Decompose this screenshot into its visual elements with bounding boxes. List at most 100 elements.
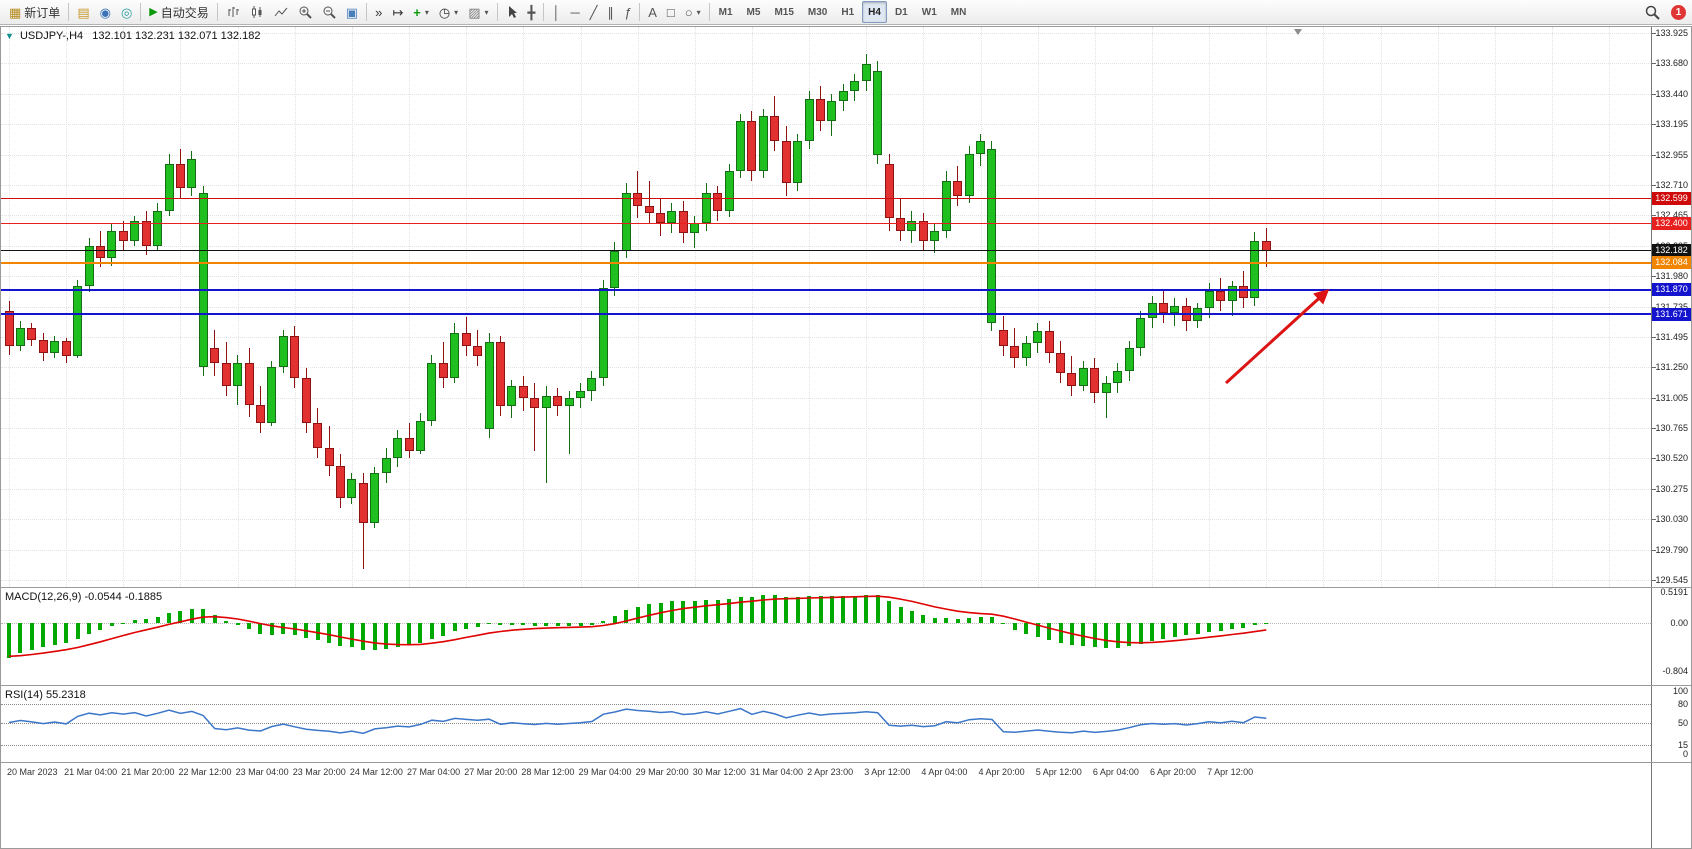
candle <box>781 141 791 184</box>
fibonacci-button[interactable]: ƒ <box>619 1 636 23</box>
macd-histogram-bar <box>704 600 709 623</box>
crosshair-button[interactable]: ╋ <box>523 1 541 23</box>
grid-line-horizontal <box>1 549 1651 551</box>
new-order-button[interactable]: ▦ 新订单 <box>4 1 65 23</box>
macd-histogram-bar <box>109 623 114 626</box>
macd-signal-line <box>8 595 1267 658</box>
timeframe-button-m15[interactable]: M15 <box>774 6 794 18</box>
horizontal-line[interactable] <box>1 313 1651 316</box>
trendline-button[interactable]: ╱ <box>585 1 603 23</box>
zoom-out-button[interactable] <box>317 1 341 23</box>
toolbar-separator <box>496 3 498 21</box>
price-axis-label: 130.520 <box>1655 453 1688 464</box>
date-axis-label: 28 Mar 12:00 <box>521 767 575 777</box>
grid-line-vertical <box>694 27 696 587</box>
grid-line-vertical <box>351 27 353 587</box>
candle <box>347 479 357 499</box>
grid-line-vertical <box>809 27 811 587</box>
zoom-in-button[interactable] <box>293 1 317 23</box>
panel-divider[interactable] <box>1 587 1691 588</box>
horizontal-line[interactable] <box>1 198 1651 200</box>
rsi-panel[interactable]: RSI(14) 55.2318 <box>1 686 1651 762</box>
label-button[interactable]: □ <box>662 1 680 23</box>
candle <box>461 333 471 346</box>
grid-line-vertical <box>1323 27 1325 587</box>
rsi-axis-label: 15 <box>1677 739 1688 750</box>
macd-histogram-bar <box>749 596 754 623</box>
cursor-button[interactable] <box>501 1 523 23</box>
price-axis[interactable]: 133.925 133.680 133.440 133.195 132.955 132.7… <box>1651 27 1691 848</box>
macd-histogram-bar <box>841 595 846 623</box>
timeframe-button-d1[interactable]: D1 <box>894 6 908 18</box>
templates-button[interactable]: ▨ ▾ <box>463 1 493 23</box>
timeframe-button-w1[interactable]: W1 <box>921 6 937 18</box>
chart-shift-button[interactable]: ↦ <box>387 1 408 23</box>
candle <box>1090 368 1100 394</box>
date-axis[interactable]: 20 Mar 2023 21 Mar 04:00 21 Mar 20:00 22 Ma… <box>1 763 1651 783</box>
timeframe-button-mn[interactable]: MN <box>950 6 967 18</box>
macd-histogram-bar <box>1115 623 1120 648</box>
horizontal-line[interactable] <box>1 222 1651 224</box>
timeframe-button-m5[interactable]: M5 <box>746 6 761 18</box>
panel-divider[interactable] <box>1 685 1691 686</box>
profiles-button[interactable]: ◉ <box>95 1 116 23</box>
timeframe-button-m30[interactable]: M30 <box>807 6 828 18</box>
grid-line-horizontal <box>1 184 1651 186</box>
macd-histogram-bar <box>1012 623 1017 631</box>
macd-histogram-bar <box>292 623 297 636</box>
candle <box>130 220 140 241</box>
candlestick-chart-button[interactable] <box>245 1 269 23</box>
main-chart-plot[interactable]: ▼ USDJPY-,H4 132.101 132.231 132.071 132… <box>1 27 1651 587</box>
shapes-icon: ○ <box>684 4 693 20</box>
line-chart-button[interactable] <box>269 1 293 23</box>
clock-icon: ◷ <box>438 4 451 20</box>
macd-histogram-bar <box>281 623 286 635</box>
text-button[interactable]: A <box>643 1 662 23</box>
search-button[interactable] <box>1640 2 1665 24</box>
periods-button[interactable]: ◷ ▾ <box>434 1 463 23</box>
zoom-in-icon <box>298 5 312 19</box>
grid-line-vertical <box>866 27 868 587</box>
panel-divider[interactable] <box>1 762 1691 763</box>
candle <box>713 193 723 211</box>
macd-histogram-bar <box>64 623 69 643</box>
timeframe-button-m1[interactable]: M1 <box>718 6 733 18</box>
horizontal-line[interactable] <box>1 288 1651 291</box>
horizontal-line[interactable] <box>1 250 1651 252</box>
vertical-line-button[interactable]: │ <box>547 1 565 23</box>
timeframe-button-h1[interactable]: H1 <box>841 6 855 18</box>
grid-line-vertical <box>523 27 525 587</box>
community-button[interactable]: ◎ <box>116 1 137 23</box>
auto-scroll-button[interactable]: » <box>370 1 387 23</box>
horizontal-line-button[interactable]: ─ <box>565 1 584 23</box>
shapes-button[interactable]: ○ ▾ <box>680 1 706 23</box>
chart-shift-marker[interactable] <box>1294 29 1302 35</box>
grid-line-horizontal <box>1 124 1651 126</box>
candle <box>873 71 883 155</box>
new-order-icon: ▦ <box>9 4 22 20</box>
auto-trading-button[interactable]: ▶ 自动交易 <box>144 1 213 23</box>
timeframe-group: M1 M5 M15 M30 H1 H4 D1 W1 MN <box>713 1 973 23</box>
new-chart-button[interactable]: ▤ <box>72 1 94 23</box>
channel-button[interactable]: ∥ <box>603 1 620 23</box>
price-axis-label: 131.735 <box>1655 301 1688 312</box>
macd-panel[interactable]: MACD(12,26,9) -0.0544 -0.1885 <box>1 588 1651 685</box>
price-axis-tickmark <box>1652 124 1656 126</box>
macd-histogram-bar <box>738 596 743 623</box>
horizontal-line[interactable] <box>1 261 1651 264</box>
date-axis-label: 31 Mar 04:00 <box>749 767 803 777</box>
label-icon: □ <box>666 4 675 20</box>
candle <box>530 398 540 409</box>
toolbar: ▦ 新订单 ▤ ◉ ◎ ▶ 自动交易 ▣ » ↦ + ▾ ◷ <box>0 0 1692 25</box>
tile-windows-button[interactable]: ▣ <box>341 1 363 23</box>
macd-histogram-bar <box>1230 623 1234 629</box>
grid-line-vertical <box>66 27 68 587</box>
macd-histogram-bar <box>464 623 469 629</box>
indicators-button[interactable]: + ▾ <box>408 1 434 23</box>
notification-badge[interactable]: 1 <box>1671 5 1686 20</box>
bar-chart-button[interactable] <box>221 1 245 23</box>
macd-histogram-bar <box>1047 623 1052 640</box>
timeframe-button-h4[interactable]: H4 <box>862 1 887 23</box>
macd-histogram-bar <box>155 616 160 623</box>
crosshair-icon: ╋ <box>527 4 536 20</box>
